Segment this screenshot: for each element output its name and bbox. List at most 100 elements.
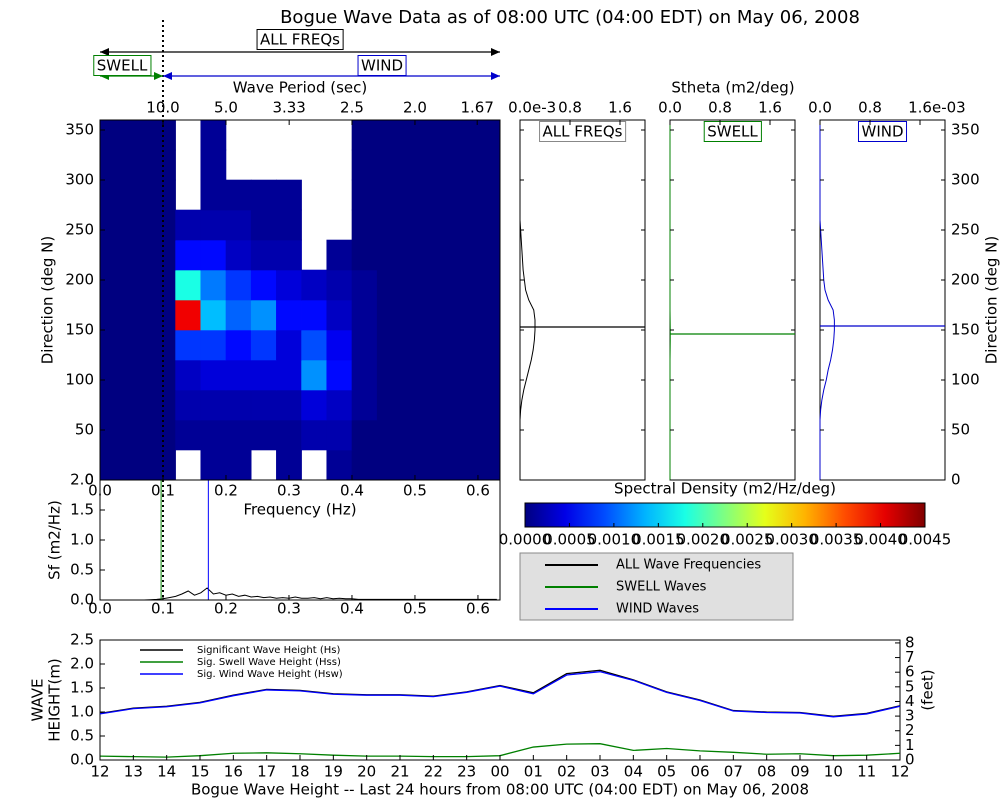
label-box <box>539 121 627 142</box>
heatmap-cell <box>276 239 302 271</box>
heatmap-cell <box>477 179 500 211</box>
x-tick-label: 0.0 <box>658 99 682 117</box>
heatmap-cell <box>124 419 151 451</box>
heatmap-cell <box>402 329 428 361</box>
heatmap-cell <box>100 179 126 211</box>
y-tick-label: 0.0 <box>70 751 94 769</box>
heatmap-cell <box>100 149 126 181</box>
heatmap-cell <box>200 329 227 361</box>
band-label: WIND <box>361 57 403 75</box>
band-arrowhead <box>162 72 172 80</box>
legend-label: SWELL Waves <box>616 580 707 595</box>
x-tick-label: 12 <box>890 763 909 781</box>
y2-tick-label: 8 <box>905 633 915 651</box>
heatmap-cell <box>376 269 403 301</box>
heatmap-cell <box>452 209 479 241</box>
heatmap-cell <box>376 179 403 211</box>
heatmap-cell <box>100 299 126 331</box>
y-axis-label: HEIGHT(m) <box>46 658 64 742</box>
y-tick-label: 1.5 <box>70 679 94 697</box>
heatmap-cell <box>124 359 151 391</box>
x-tick-label: 10 <box>824 763 843 781</box>
y-axis-label: Direction (deg N) <box>983 236 1000 365</box>
band-label: ALL FREQs <box>260 31 340 49</box>
heatmap-cell <box>402 209 428 241</box>
heatmap-cell <box>276 329 302 361</box>
label-box <box>357 55 407 76</box>
y2-axis-label: (feet) <box>919 669 937 710</box>
y-tick-label: 150 <box>65 321 94 339</box>
heatmap-cell <box>276 299 302 331</box>
period-tick-label: 5.0 <box>214 99 238 117</box>
x-tick-label: 02 <box>557 763 576 781</box>
heatmap-cell <box>250 419 277 451</box>
heatmap-cell <box>250 299 277 331</box>
colorbar-tick-label: 0.0025 <box>721 531 774 549</box>
colorbar-label: Spectral Density (m2/Hz/deg) <box>614 480 836 498</box>
heatmap-cell <box>427 149 454 181</box>
heatmap-cell <box>100 449 126 480</box>
heatmap-cell <box>225 299 252 331</box>
heatmap-cell <box>175 209 202 241</box>
x-tick-label: 1.6 <box>608 99 632 117</box>
heatmap-cell <box>250 209 277 241</box>
heatmap-cell <box>477 269 500 301</box>
heatmap-cell <box>200 209 227 241</box>
y-tick-label: 0.5 <box>70 561 94 579</box>
band-label: SWELL <box>97 57 148 75</box>
heatmap-cell <box>200 359 227 391</box>
colorbar-tick-label: 0.0015 <box>632 531 685 549</box>
heatmap-cell <box>351 209 378 241</box>
heatmap-cell <box>124 120 151 151</box>
x-tick-label: 0.8 <box>708 99 732 117</box>
heatmap-cell <box>250 329 277 361</box>
heatmap-cell <box>124 209 151 241</box>
heatmap-cell <box>200 449 227 480</box>
y-tick-label: 300 <box>65 171 94 189</box>
heatmap-cell <box>427 209 454 241</box>
y-tick-label: 0 <box>951 471 961 489</box>
plot-frame <box>99 639 901 761</box>
x-axis-label: Bogue Wave Height -- Last 24 hours from … <box>191 781 809 799</box>
x-tick-label: 19 <box>324 763 343 781</box>
x-tick-label: 15 <box>190 763 209 781</box>
y-tick-label: 200 <box>951 271 980 289</box>
heatmap-cell <box>452 419 479 451</box>
x-tick-label: 23 <box>457 763 476 781</box>
x-tick-label: 0.0 <box>508 99 532 117</box>
label-box <box>93 55 152 76</box>
legend-label: ALL Wave Frequencies <box>616 558 761 573</box>
heatmap-cell <box>402 269 428 301</box>
heatmap-cell <box>200 179 227 211</box>
heatmap-cell <box>351 449 378 480</box>
heatmap-cell <box>427 359 454 391</box>
colorbar-tick-label: 0.0020 <box>677 531 730 549</box>
x-tick-label: 11 <box>857 763 876 781</box>
x-tick-label: 14 <box>157 763 176 781</box>
heatmap-cell <box>250 359 277 391</box>
heatmap-cell <box>124 269 151 301</box>
heatmap-cell <box>301 359 328 391</box>
period-tick-label: 1.67 <box>460 99 493 117</box>
heatmap-cell <box>402 149 428 181</box>
heatmap-cell <box>477 299 500 331</box>
x-tick-label: 0.1 <box>151 600 175 618</box>
colorbar-tick-label: 0.0005 <box>543 531 596 549</box>
figure-title: Bogue Wave Data as of 08:00 UTC (04:00 E… <box>280 7 860 28</box>
heatmap-cell <box>225 329 252 361</box>
heatmap-cell <box>452 449 479 480</box>
y-tick-label: 2.0 <box>70 655 94 673</box>
heatmap-cell <box>124 389 151 421</box>
y-tick-label: 50 <box>951 421 970 439</box>
panel-title: WIND <box>861 123 903 141</box>
heatmap-cell <box>326 359 353 391</box>
heatmap-cell <box>276 179 302 211</box>
heatmap-cell <box>376 419 403 451</box>
colorbar-tick-label: 0.0035 <box>810 531 863 549</box>
heatmap-cell <box>351 269 378 301</box>
heatmap-cell <box>200 389 227 421</box>
y-tick-label: 150 <box>951 321 980 339</box>
legend-label: Sig. Wind Wave Height (Hsw) <box>197 669 343 680</box>
x-tick-label: 01 <box>524 763 543 781</box>
